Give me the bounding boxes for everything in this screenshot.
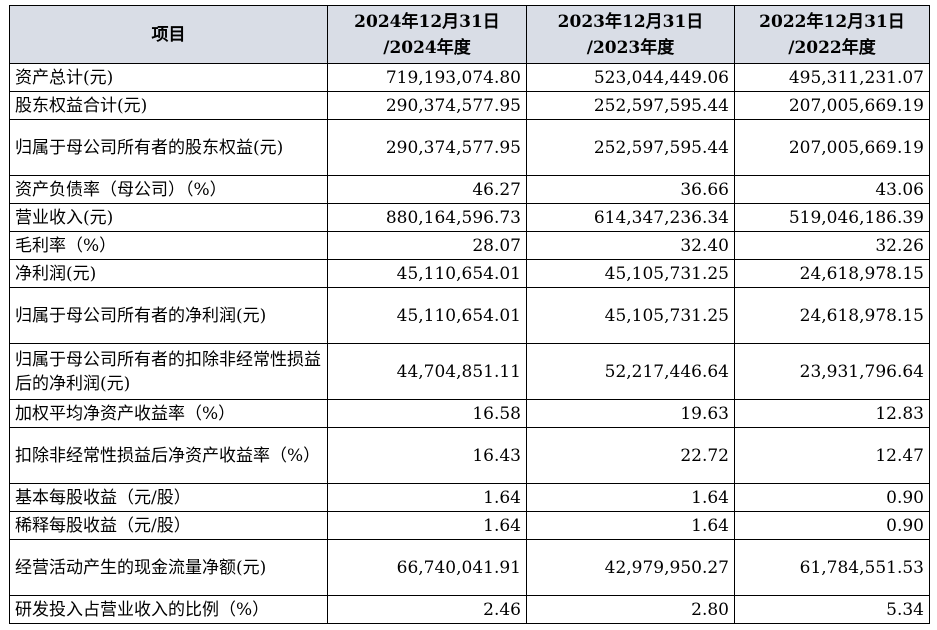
row-label: 加权平均净资产收益率（%） <box>9 399 328 428</box>
table-row: 净利润(元) 45,110,654.01 45,105,731.25 24,618,9… <box>9 259 930 288</box>
value-2023: 42,979,950.27 <box>526 539 735 596</box>
table-row: 归属于母公司所有者的股东权益(元) 290,374,577.95 252,597,5… <box>9 119 930 176</box>
value-2022: 43.06 <box>734 175 930 204</box>
value-2022: 495,311,231.07 <box>734 63 930 92</box>
value-2022: 207,005,669.19 <box>734 91 930 120</box>
row-label: 基本每股收益（元/股） <box>9 483 328 512</box>
row-label: 归属于母公司所有者的股东权益(元) <box>9 119 328 176</box>
value-2023: 45,105,731.25 <box>526 287 735 344</box>
value-2023: 32.40 <box>526 231 735 260</box>
value-2022: 519,046,186.39 <box>734 203 930 232</box>
value-2022: 207,005,669.19 <box>734 119 930 176</box>
table-row: 经营活动产生的现金流量净额(元) 66,740,041.91 42,979,950.… <box>9 539 930 596</box>
table-row: 稀释每股收益（元/股） 1.64 1.64 0.90 <box>9 511 930 540</box>
row-label: 净利润(元) <box>9 259 328 288</box>
table-row: 归属于母公司所有者的净利润(元) 45,110,654.01 45,105,731.… <box>9 287 930 344</box>
value-2023: 19.63 <box>526 399 735 428</box>
row-label: 经营活动产生的现金流量净额(元) <box>9 539 328 596</box>
value-2023: 2.80 <box>526 595 735 624</box>
row-label: 归属于母公司所有者的扣除非经常性损益后的净利润(元) <box>9 343 328 400</box>
value-2023: 252,597,595.44 <box>526 119 735 176</box>
row-label: 资产总计(元) <box>9 63 328 92</box>
value-2024: 28.07 <box>327 231 527 260</box>
financial-data-table: 项目 2024年12月31日 /2024年度 2023年12月31日 /2023… <box>9 5 930 624</box>
header-2022: 2022年12月31日 /2022年度 <box>734 5 930 64</box>
value-2024: 45,110,654.01 <box>327 259 527 288</box>
table-row: 资产总计(元) 719,193,074.80 523,044,449.06 495,3… <box>9 63 930 92</box>
row-label: 资产负债率（母公司）（%） <box>9 175 328 204</box>
value-2023: 252,597,595.44 <box>526 91 735 120</box>
value-2022: 23,931,796.64 <box>734 343 930 400</box>
table-row: 加权平均净资产收益率（%） 16.58 19.63 12.83 <box>9 399 930 428</box>
value-2024: 1.64 <box>327 511 527 540</box>
header-2023: 2023年12月31日 /2023年度 <box>526 5 735 64</box>
table-row: 营业收入(元) 880,164,596.73 614,347,236.34 519,0… <box>9 203 930 232</box>
row-label: 毛利率（%） <box>9 231 328 260</box>
table-row: 研发投入占营业收入的比例（%） 2.46 2.80 5.34 <box>9 595 930 624</box>
row-label: 稀释每股收益（元/股） <box>9 511 328 540</box>
row-label: 营业收入(元) <box>9 203 328 232</box>
value-2024: 46.27 <box>327 175 527 204</box>
table-row: 股东权益合计(元) 290,374,577.95 252,597,595.44 207… <box>9 91 930 120</box>
value-2023: 52,217,446.64 <box>526 343 735 400</box>
value-2024: 1.64 <box>327 483 527 512</box>
table-row: 毛利率（%） 28.07 32.40 32.26 <box>9 231 930 260</box>
row-label: 扣除非经常性损益后净资产收益率（%） <box>9 427 328 484</box>
value-2022: 5.34 <box>734 595 930 624</box>
value-2024: 16.43 <box>327 427 527 484</box>
table-row: 资产负债率（母公司）（%） 46.27 36.66 43.06 <box>9 175 930 204</box>
row-label: 研发投入占营业收入的比例（%） <box>9 595 328 624</box>
value-2023: 1.64 <box>526 511 735 540</box>
value-2024: 719,193,074.80 <box>327 63 527 92</box>
value-2024: 2.46 <box>327 595 527 624</box>
value-2024: 290,374,577.95 <box>327 119 527 176</box>
row-label: 股东权益合计(元) <box>9 91 328 120</box>
value-2024: 880,164,596.73 <box>327 203 527 232</box>
value-2024: 16.58 <box>327 399 527 428</box>
value-2022: 12.83 <box>734 399 930 428</box>
value-2024: 44,704,851.11 <box>327 343 527 400</box>
header-row: 项目 2024年12月31日 /2024年度 2023年12月31日 /2023… <box>9 5 930 64</box>
value-2023: 22.72 <box>526 427 735 484</box>
value-2022: 24,618,978.15 <box>734 259 930 288</box>
value-2024: 45,110,654.01 <box>327 287 527 344</box>
value-2022: 0.90 <box>734 511 930 540</box>
value-2022: 32.26 <box>734 231 930 260</box>
value-2022: 0.90 <box>734 483 930 512</box>
value-2024: 290,374,577.95 <box>327 91 527 120</box>
value-2022: 24,618,978.15 <box>734 287 930 344</box>
header-item: 项目 <box>9 5 328 64</box>
header-2024: 2024年12月31日 /2024年度 <box>327 5 527 64</box>
value-2023: 523,044,449.06 <box>526 63 735 92</box>
value-2023: 614,347,236.34 <box>526 203 735 232</box>
row-label: 归属于母公司所有者的净利润(元) <box>9 287 328 344</box>
value-2022: 12.47 <box>734 427 930 484</box>
table-row: 归属于母公司所有者的扣除非经常性损益后的净利润(元) 44,704,851.11 5… <box>9 343 930 400</box>
value-2023: 45,105,731.25 <box>526 259 735 288</box>
value-2023: 36.66 <box>526 175 735 204</box>
value-2024: 66,740,041.91 <box>327 539 527 596</box>
table-row: 基本每股收益（元/股） 1.64 1.64 0.90 <box>9 483 930 512</box>
value-2022: 61,784,551.53 <box>734 539 930 596</box>
value-2023: 1.64 <box>526 483 735 512</box>
table-row: 扣除非经常性损益后净资产收益率（%） 16.43 22.72 12.47 <box>9 427 930 484</box>
